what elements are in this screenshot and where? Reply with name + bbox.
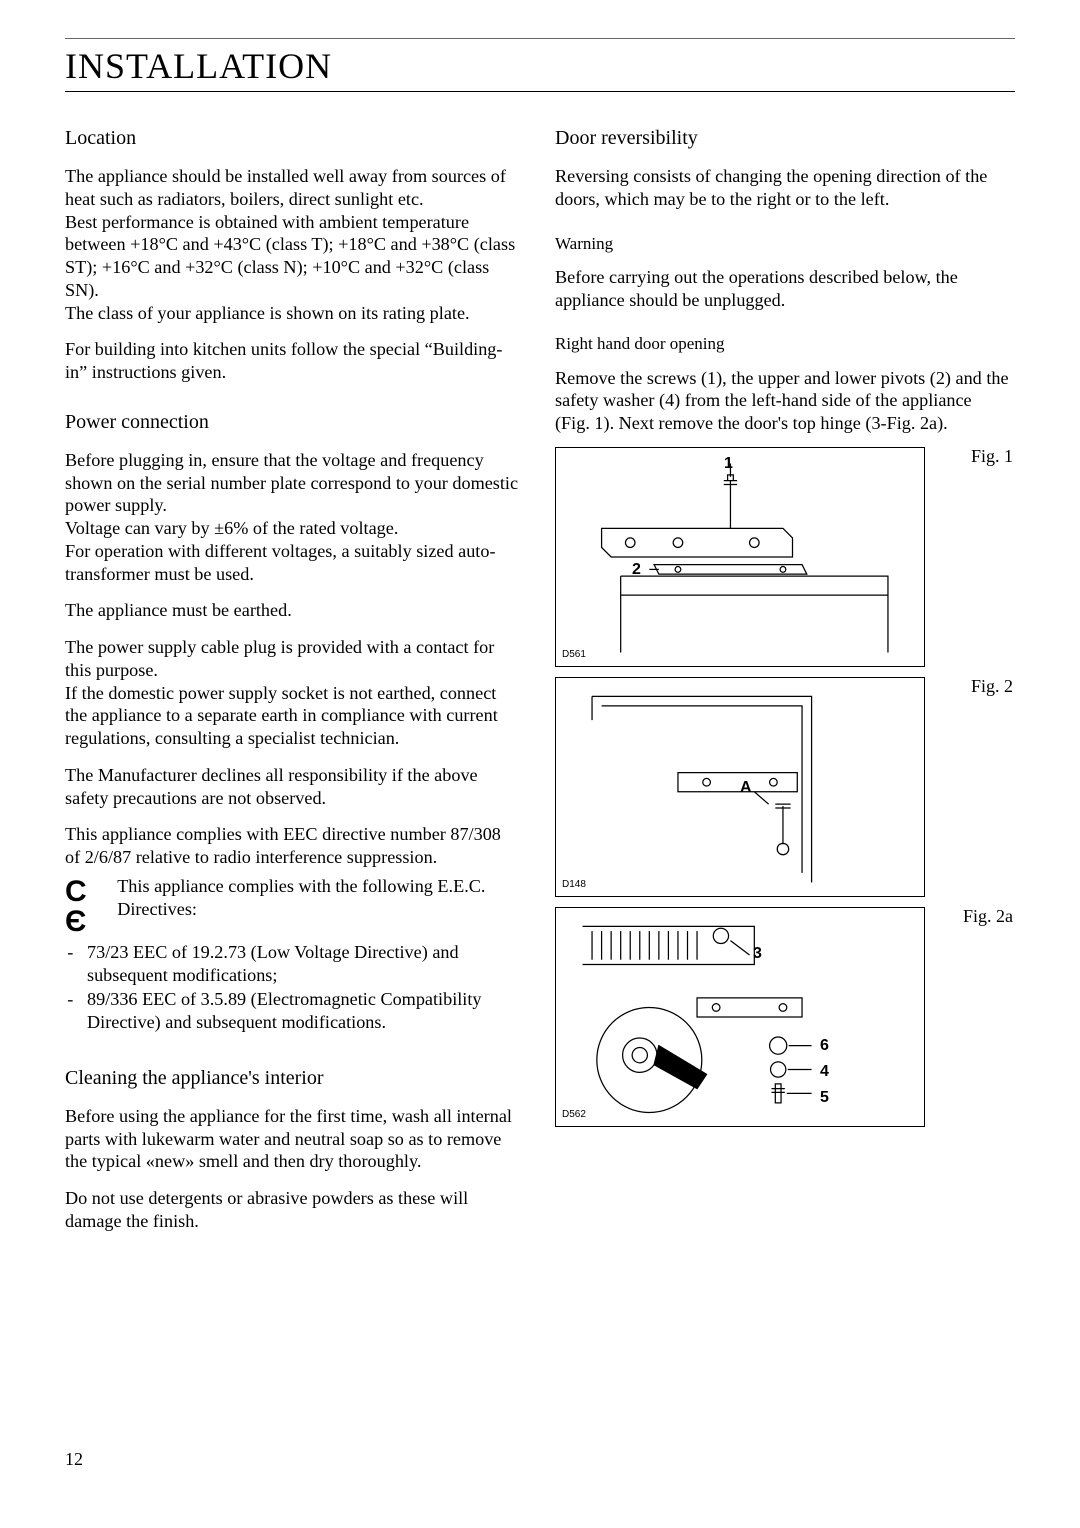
figure-1-code: D561 [562, 649, 586, 662]
ce-text: This appliance complies with the followi… [117, 875, 519, 921]
power-p4: The appliance must be earthed. [65, 599, 519, 622]
page: INSTALLATION Location The appliance shou… [0, 0, 1080, 1528]
heading-warning: Warning [555, 233, 1009, 254]
heading-cleaning: Cleaning the appliance's interior [65, 1066, 519, 1091]
figure-1: 1 2 D561 [555, 447, 925, 667]
fig2a-callout-4: 4 [820, 1062, 829, 1082]
figure-2a: 3 6 4 5 D562 [555, 907, 925, 1127]
heading-rhand: Right hand door opening [555, 333, 1009, 354]
figure-2-block: Fig. 2 [555, 677, 1009, 897]
fig2-callout-a: A [740, 778, 752, 798]
fig1-callout-1: 1 [724, 454, 733, 474]
power-p3: For operation with different voltages, a… [65, 540, 519, 586]
location-p1: The appliance should be installed well a… [65, 165, 519, 211]
door-p1: Reversing consists of changing the openi… [555, 165, 1009, 211]
heading-door: Door reversibility [555, 126, 1009, 151]
figure-2a-code: D562 [562, 1109, 586, 1122]
power-p1: Before plugging in, ensure that the volt… [65, 449, 519, 517]
warning-p1: Before carrying out the operations descr… [555, 266, 1009, 312]
fig2a-callout-5: 5 [820, 1088, 829, 1108]
ce-mark-icon: C Є [65, 875, 103, 937]
cleaning-p2: Do not use detergents or abrasive powder… [65, 1187, 519, 1233]
figure-2a-block: Fig. 2a [555, 907, 1009, 1127]
figure-2-caption: Fig. 2 [971, 675, 1013, 698]
title-rule [65, 91, 1015, 92]
directives-list: 73/23 EEC of 19.2.73 (Low Voltage Direct… [65, 941, 519, 1034]
cleaning-p1: Before using the appliance for the first… [65, 1105, 519, 1173]
directive-1: 73/23 EEC of 19.2.73 (Low Voltage Direct… [87, 941, 519, 987]
figure-1-caption: Fig. 1 [971, 445, 1013, 468]
ce-row: C Є This appliance complies with the fol… [65, 875, 519, 937]
power-p8: This appliance complies with EEC directi… [65, 823, 519, 869]
right-column: Door reversibility Reversing consists of… [555, 126, 1009, 1233]
page-number: 12 [65, 1449, 83, 1470]
left-column: Location The appliance should be install… [65, 126, 519, 1233]
location-p4: For building into kitchen units follow t… [65, 338, 519, 384]
fig1-callout-2: 2 [632, 560, 641, 580]
heading-power: Power connection [65, 410, 519, 435]
figure-2: A D148 [555, 677, 925, 897]
fig2a-callout-6: 6 [820, 1036, 829, 1056]
location-p3: The class of your appliance is shown on … [65, 302, 519, 325]
power-p2: Voltage can vary by ±6% of the rated vol… [65, 517, 519, 540]
location-p2: Best performance is obtained with ambien… [65, 211, 519, 302]
fig2a-callout-3: 3 [753, 944, 762, 964]
figure-1-svg [562, 452, 918, 662]
power-p7: The Manufacturer declines all responsibi… [65, 764, 519, 810]
figure-2a-svg [562, 912, 918, 1122]
heading-location: Location [65, 126, 519, 151]
figure-2a-caption: Fig. 2a [963, 905, 1013, 928]
rhand-p1: Remove the screws (1), the upper and low… [555, 367, 1009, 435]
figure-2-code: D148 [562, 879, 586, 892]
directive-2: 89/336 EEC of 3.5.89 (Electromagnetic Co… [87, 988, 519, 1034]
figure-1-block: Fig. 1 [555, 447, 1009, 667]
content-columns: Location The appliance should be install… [65, 126, 1015, 1233]
page-title: INSTALLATION [65, 39, 1015, 91]
power-p5: The power supply cable plug is provided … [65, 636, 519, 682]
power-p6: If the domestic power supply socket is n… [65, 682, 519, 750]
